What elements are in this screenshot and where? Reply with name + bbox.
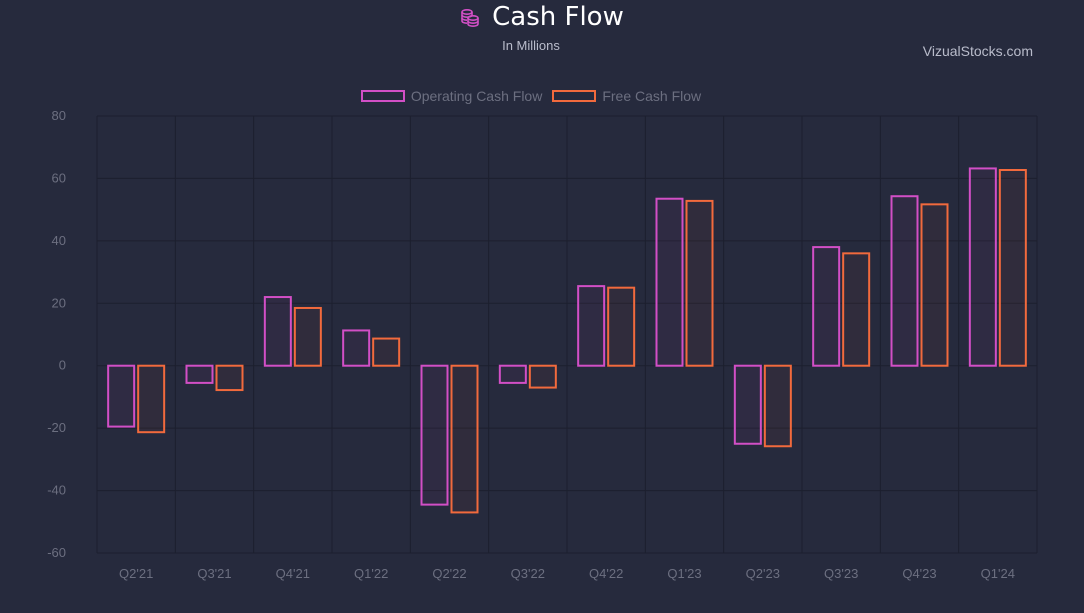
bar-free-Q422 bbox=[607, 286, 636, 367]
legend-swatch-operating bbox=[360, 90, 405, 102]
chart-title: Cash Flow bbox=[492, 2, 624, 32]
y-tick-label: 60 bbox=[52, 170, 66, 185]
coins-stack-icon bbox=[460, 7, 480, 28]
bar-operating-Q321 bbox=[185, 364, 214, 384]
bar-free-Q221 bbox=[137, 364, 166, 434]
y-tick-label: 20 bbox=[52, 295, 66, 310]
bar-free-Q122 bbox=[372, 337, 401, 367]
x-tick-label: Q3'22 bbox=[511, 566, 545, 581]
bar-operating-Q123 bbox=[655, 197, 684, 367]
bar-free-Q223 bbox=[763, 364, 792, 448]
x-tick-label: Q4'21 bbox=[276, 566, 310, 581]
legend-label-operating: Operating Cash Flow bbox=[410, 88, 543, 104]
x-tick-label: Q3'23 bbox=[824, 566, 858, 581]
bar-free-Q123 bbox=[685, 199, 714, 367]
x-tick-label: Q4'22 bbox=[589, 566, 623, 581]
bar-operating-Q423 bbox=[890, 195, 919, 367]
legend-swatch-free bbox=[552, 90, 597, 102]
y-tick-label: 40 bbox=[52, 233, 66, 248]
chart-legend: Operating Cash Flow Free Cash Flow bbox=[0, 88, 1062, 104]
x-tick-label: Q3'21 bbox=[197, 566, 231, 581]
bar-operating-Q322 bbox=[498, 364, 527, 384]
y-tick-label: 80 bbox=[52, 108, 66, 123]
legend-item-operating[interactable]: Operating Cash Flow bbox=[360, 88, 543, 104]
bar-operating-Q122 bbox=[342, 329, 371, 367]
x-tick-label: Q1'24 bbox=[981, 566, 1015, 581]
bar-operating-Q221 bbox=[107, 364, 136, 428]
y-tick-label: -40 bbox=[47, 483, 66, 498]
bar-free-Q124 bbox=[998, 169, 1027, 367]
bar-operating-Q124 bbox=[968, 167, 997, 367]
bar-free-Q323 bbox=[842, 252, 871, 367]
bar-operating-Q421 bbox=[263, 296, 292, 367]
bar-free-Q421 bbox=[293, 306, 322, 367]
legend-label-free: Free Cash Flow bbox=[602, 88, 702, 104]
x-tick-label: Q1'22 bbox=[354, 566, 388, 581]
chart-header: Cash Flow bbox=[0, 2, 1084, 32]
x-tick-label: Q1'23 bbox=[667, 566, 701, 581]
bar-operating-Q422 bbox=[577, 285, 606, 367]
x-tick-label: Q2'21 bbox=[119, 566, 153, 581]
bar-operating-Q223 bbox=[733, 364, 762, 445]
legend-item-free[interactable]: Free Cash Flow bbox=[552, 88, 701, 104]
x-tick-label: Q2'22 bbox=[432, 566, 466, 581]
bar-free-Q222 bbox=[450, 364, 479, 514]
bar-free-Q423 bbox=[920, 203, 949, 367]
x-tick-label: Q4'23 bbox=[902, 566, 936, 581]
x-tick-label: Q2'23 bbox=[746, 566, 780, 581]
bar-operating-Q323 bbox=[812, 246, 841, 367]
y-tick-label: -20 bbox=[47, 420, 66, 435]
chart-subtitle: In Millions bbox=[502, 38, 560, 53]
y-tick-label: 0 bbox=[59, 358, 66, 373]
bar-operating-Q222 bbox=[420, 364, 449, 506]
watermark: VizualStocks.com bbox=[922, 43, 1033, 59]
bar-free-Q322 bbox=[528, 364, 557, 389]
y-tick-label: -60 bbox=[47, 545, 66, 560]
bar-free-Q321 bbox=[215, 364, 244, 392]
